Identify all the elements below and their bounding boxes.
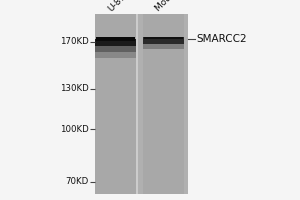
Bar: [96, 37, 135, 41]
Text: U-87MG: U-87MG: [106, 0, 138, 13]
Bar: [95, 39, 136, 46]
Text: SMARCC2: SMARCC2: [196, 34, 247, 44]
Text: 170KD: 170KD: [60, 38, 88, 46]
Bar: [144, 37, 183, 39]
Bar: [143, 44, 184, 49]
Text: 130KD: 130KD: [60, 84, 88, 93]
Bar: [143, 37, 184, 44]
Bar: [94, 14, 188, 194]
Bar: [95, 52, 136, 58]
Bar: [95, 14, 136, 194]
Text: Mouse spinal cord: Mouse spinal cord: [154, 0, 218, 13]
Text: 70KD: 70KD: [65, 178, 88, 186]
Bar: [136, 14, 138, 194]
Bar: [143, 14, 184, 194]
Bar: [95, 46, 136, 52]
Text: 100KD: 100KD: [60, 124, 88, 134]
